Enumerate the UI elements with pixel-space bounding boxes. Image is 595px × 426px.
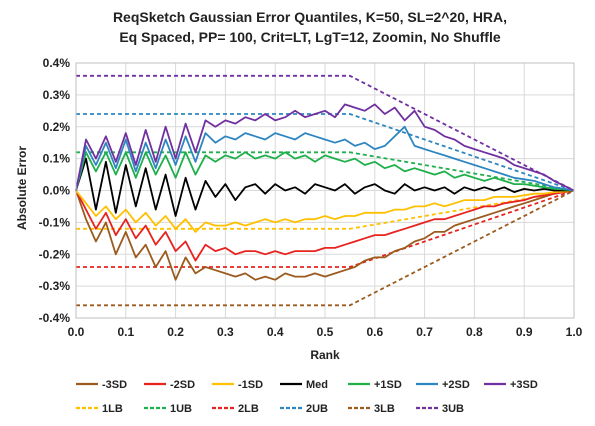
y-tick-label: -0.4% xyxy=(39,311,71,325)
y-tick-label: -0.1% xyxy=(39,215,71,229)
legend: -3SD -2SD -1SD Med +1SD +2SD +3SD 1LB 1UB 2LB 2UB 3… xyxy=(76,379,538,415)
legend-label: -3SD xyxy=(102,379,127,391)
series-line-3lb xyxy=(76,189,575,307)
series-line-1sd-neg xyxy=(75,189,575,233)
x-tick-label: 0.4 xyxy=(267,325,284,339)
y-axis-label: Absolute Error xyxy=(15,146,29,230)
series-line-2ub xyxy=(76,113,575,192)
x-tick-label: 0.0 xyxy=(68,325,85,339)
legend-label: +3SD xyxy=(510,379,538,391)
x-tick-label: 0.8 xyxy=(466,325,483,339)
legend-label: 2UB xyxy=(306,403,328,415)
y-tick-label: 0.0% xyxy=(43,184,71,198)
y-tick-label: 0.3% xyxy=(43,88,71,102)
y-tick-label: -0.3% xyxy=(39,279,71,293)
y-tick-label: 0.1% xyxy=(43,152,71,166)
x-tick-label: 0.3 xyxy=(217,325,234,339)
chart-title-line-1: ReqSketch Gaussian Error Quantiles, K=50… xyxy=(113,9,507,25)
series-line-1ub xyxy=(76,151,575,192)
chart-title-line-2: Eq Spaced, PP= 100, Crit=LT, LgT=12, Zoo… xyxy=(119,29,501,45)
series-line-2sd xyxy=(75,125,575,192)
series-line-2sd-neg xyxy=(75,189,575,262)
legend-label: 3LB xyxy=(374,403,395,415)
legend-label: Med xyxy=(306,379,328,391)
legend-label: 1UB xyxy=(170,403,192,415)
legend-label: 3UB xyxy=(442,403,464,415)
legend-label: 1LB xyxy=(102,403,123,415)
x-tick-label: 0.1 xyxy=(117,325,134,339)
plot-area-border xyxy=(75,62,575,319)
series-line-1sd xyxy=(75,151,575,192)
x-tick-label: 0.7 xyxy=(416,325,433,339)
x-tick-label: 0.5 xyxy=(317,325,334,339)
series-line-3ub xyxy=(76,74,575,192)
x-tick-labels: 0.0 0.1 0.2 0.3 0.4 0.5 0.6 0.7 0.8 0.9 1.0 xyxy=(68,325,583,339)
series-line-med xyxy=(75,157,574,217)
legend-label: -1SD xyxy=(238,379,263,391)
series-line-1lb xyxy=(76,189,575,230)
series-line-3sd-neg xyxy=(75,189,575,281)
y-tick-labels: 0.4% 0.3% 0.2% 0.1% 0.0% -0.1% -0.2% -0.3% -0.4% xyxy=(39,56,71,325)
y-tick-label: -0.2% xyxy=(39,247,71,261)
x-axis-label: Rank xyxy=(310,348,340,362)
x-tick-label: 1.0 xyxy=(566,325,583,339)
bound-lines xyxy=(76,74,575,307)
legend-label: +1SD xyxy=(374,379,402,391)
series-line-2lb xyxy=(76,189,575,268)
legend-label: 2LB xyxy=(238,403,259,415)
x-tick-label: 0.9 xyxy=(516,325,533,339)
x-tick-label: 0.2 xyxy=(167,325,184,339)
legend-label: -2SD xyxy=(170,379,195,391)
x-tick-label: 0.6 xyxy=(366,325,383,339)
axes xyxy=(75,62,575,319)
y-tick-label: 0.4% xyxy=(43,56,71,70)
legend-label: +2SD xyxy=(442,379,470,391)
y-tick-label: 0.2% xyxy=(43,120,71,134)
series-line-3sd xyxy=(75,103,575,192)
series-lines xyxy=(75,103,575,281)
